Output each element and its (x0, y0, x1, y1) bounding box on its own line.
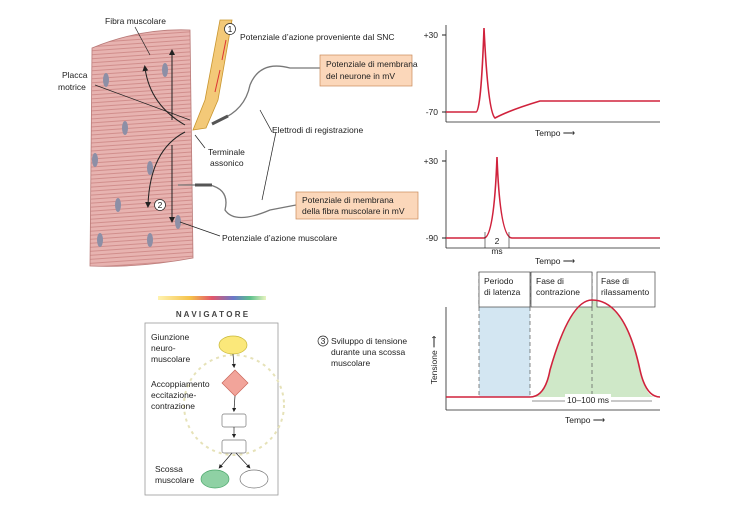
muscle-fiber (89, 29, 194, 267)
tick-label: +30 (424, 156, 439, 166)
axis-label: Tempo ⟶ (535, 256, 576, 266)
label: muscolare (331, 358, 370, 368)
step-number: 3 (321, 336, 326, 346)
label: Fase di (601, 276, 629, 286)
label: ms (491, 246, 502, 256)
node-label: muscolare (151, 354, 190, 364)
axon (192, 19, 233, 131)
label: Terminale (208, 147, 245, 157)
label: 2 (495, 236, 500, 246)
callout-box (319, 54, 413, 87)
label: Potenziale di membrana (326, 59, 418, 69)
neuron-graph: +30 -70 Tempo ⟶ (424, 25, 660, 138)
label: rilassamento (601, 287, 649, 297)
label: Elettrodi di registrazione (272, 125, 363, 135)
navigator-title: N A V I G A T O R E (176, 310, 249, 319)
label: assonico (210, 158, 244, 168)
label: del neurone in mV (326, 71, 395, 81)
label: Fase di (536, 276, 564, 286)
navigator: N A V I G A T O R E Giunzione neuro- mus… (144, 296, 285, 496)
label: Potenziale d’azione proveniente dal SNC (240, 32, 395, 42)
tick-label: -90 (426, 233, 439, 243)
axis-label: Tempo ⟶ (535, 128, 576, 138)
label: motrice (58, 82, 86, 92)
label: contrazione (536, 287, 580, 297)
step-badge (224, 23, 236, 35)
label: Placca (62, 70, 88, 80)
node-label: contrazione (151, 401, 195, 411)
label: 10–100 ms (567, 395, 609, 405)
node-label: Scossa (155, 464, 183, 474)
step-badge (154, 199, 166, 211)
label: Potenziale di membrana (302, 195, 394, 205)
node-label: eccitazione- (151, 390, 197, 400)
label: di latenza (484, 287, 521, 297)
node-label: neuro- (151, 343, 176, 353)
label: Fibra muscolare (105, 16, 166, 26)
axis-label: Tensione ⟶ (429, 335, 439, 384)
step-number: 1 (228, 24, 233, 34)
leader-lines (94, 26, 277, 237)
tick-label: +30 (424, 30, 439, 40)
label: della fibra muscolare in mV (302, 206, 405, 216)
label: durante una scossa (331, 347, 405, 357)
electrodes (178, 65, 320, 219)
node-label: muscolare (155, 475, 194, 485)
tick-label: -70 (426, 107, 439, 117)
ap-arrows (214, 39, 227, 93)
fiber-graph: +30 -90 2 ms Tempo ⟶ (424, 150, 660, 266)
callout-box (295, 191, 419, 220)
node-label: Giunzione (151, 332, 190, 342)
axis-label: Tempo ⟶ (565, 415, 606, 425)
label: Sviluppo di tensione (331, 336, 407, 346)
step-number: 2 (158, 200, 163, 210)
node-label: Accoppiamento (151, 379, 210, 389)
tension-graph: Periodo di latenza Fase di contrazione F… (317, 271, 661, 425)
label: Periodo (484, 276, 514, 286)
label: Potenziale d’azione muscolare (222, 233, 338, 243)
